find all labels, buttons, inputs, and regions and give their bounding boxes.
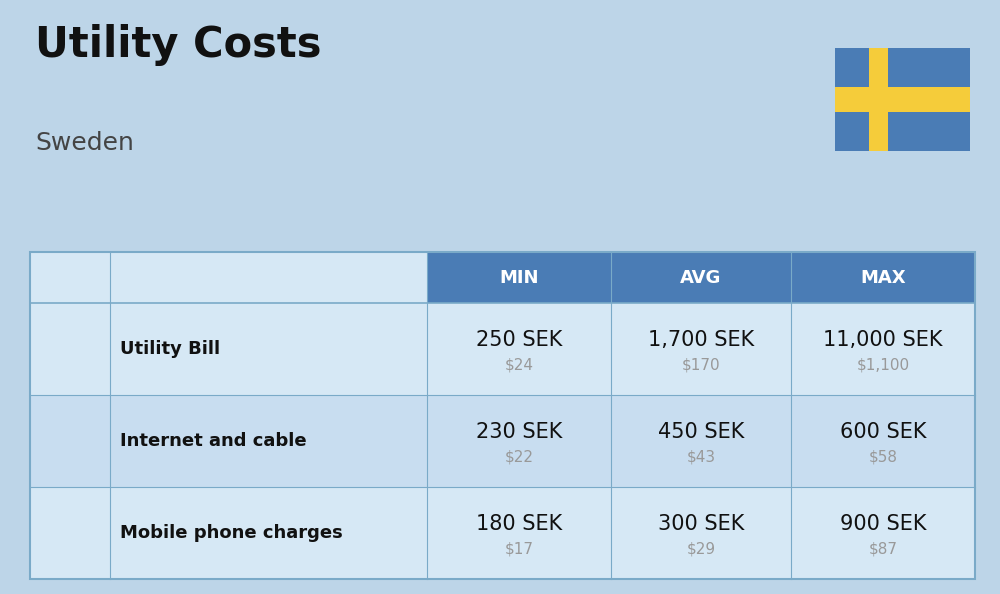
Text: $43: $43 (686, 449, 716, 464)
Text: 900 SEK: 900 SEK (840, 514, 926, 534)
Bar (30, 252, 975, 579)
Text: 250 SEK: 250 SEK (476, 330, 562, 350)
Text: 180 SEK: 180 SEK (476, 514, 562, 534)
Bar (30, 487, 975, 579)
Bar (30, 303, 975, 395)
Text: $24: $24 (505, 357, 534, 372)
Text: $17: $17 (505, 541, 534, 556)
Text: $170: $170 (682, 357, 720, 372)
Bar (611, 252, 791, 303)
Text: 300 SEK: 300 SEK (658, 514, 744, 534)
Text: Utility Costs: Utility Costs (35, 24, 322, 66)
Text: $22: $22 (505, 449, 534, 464)
Text: Sweden: Sweden (35, 131, 134, 154)
Text: Mobile phone charges: Mobile phone charges (120, 524, 343, 542)
Text: 600 SEK: 600 SEK (840, 422, 926, 442)
Text: AVG: AVG (680, 268, 722, 287)
Bar (30, 395, 975, 487)
Text: MIN: MIN (499, 268, 539, 287)
Bar (869, 48, 888, 151)
Text: 1,700 SEK: 1,700 SEK (648, 330, 754, 350)
Text: MAX: MAX (860, 268, 906, 287)
Bar (791, 252, 975, 303)
Text: $87: $87 (868, 541, 897, 556)
Bar (835, 87, 970, 112)
Text: Utility Bill: Utility Bill (120, 340, 220, 358)
Text: 11,000 SEK: 11,000 SEK (823, 330, 943, 350)
Bar (427, 252, 611, 303)
Text: $1,100: $1,100 (856, 357, 909, 372)
Text: $29: $29 (686, 541, 716, 556)
Text: 230 SEK: 230 SEK (476, 422, 562, 442)
Text: Internet and cable: Internet and cable (120, 432, 307, 450)
Text: 450 SEK: 450 SEK (658, 422, 744, 442)
Bar (30, 252, 427, 303)
Text: $58: $58 (868, 449, 897, 464)
